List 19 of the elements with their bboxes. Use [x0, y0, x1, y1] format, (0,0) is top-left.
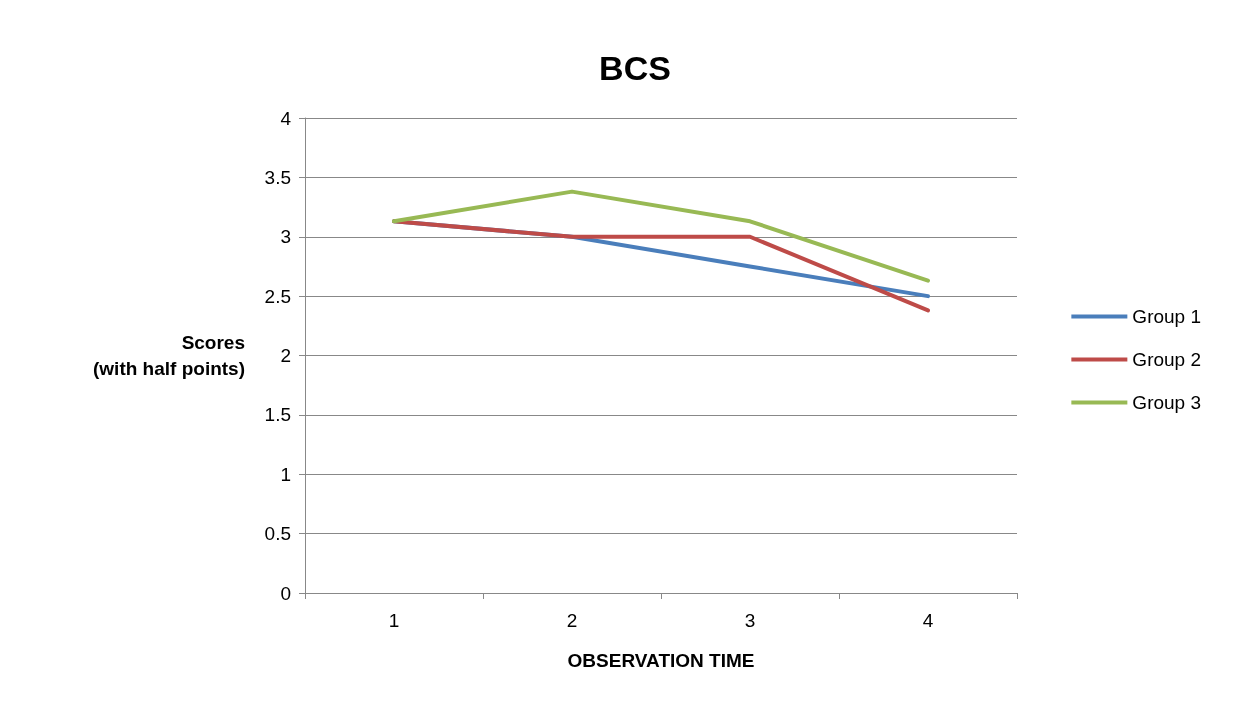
y-axis-title: Scores (with half points): [93, 332, 245, 379]
y-tick-label: 1.5: [264, 404, 291, 426]
legend-label: Group 1: [1132, 306, 1201, 327]
x-tick-label: 1: [388, 610, 400, 631]
y-tick-label: 4: [280, 107, 292, 129]
y-tick-label: 3.5: [264, 166, 291, 188]
chart-title: BCS: [599, 49, 671, 87]
y-tick-label: 2: [280, 345, 291, 366]
legend-label: Group 3: [1132, 392, 1201, 413]
y-tick-label: 0: [280, 582, 291, 604]
legend-label: Group 2: [1132, 349, 1201, 370]
y-tick-label: 2.5: [264, 285, 291, 307]
y-tick-label: 1: [280, 463, 291, 485]
y-tick-label: 0.5: [264, 523, 291, 545]
x-axis-title: OBSERVATION TIME: [567, 650, 755, 671]
x-tick-label: 4: [922, 610, 934, 631]
x-tick-label: 2: [566, 610, 578, 631]
x-tick-label: 3: [744, 610, 756, 631]
y-tick-label: 3: [280, 226, 291, 248]
